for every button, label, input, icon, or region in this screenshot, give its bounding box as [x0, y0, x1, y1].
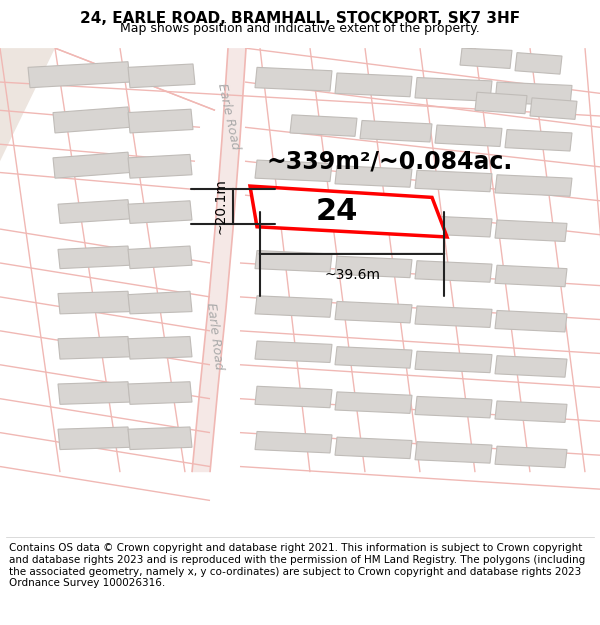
- Polygon shape: [415, 442, 492, 463]
- Polygon shape: [505, 129, 572, 151]
- Polygon shape: [255, 160, 332, 181]
- Polygon shape: [58, 291, 130, 314]
- Polygon shape: [495, 311, 567, 332]
- Polygon shape: [255, 431, 332, 453]
- Polygon shape: [335, 256, 412, 278]
- Polygon shape: [58, 336, 130, 359]
- Polygon shape: [415, 351, 492, 372]
- Polygon shape: [255, 251, 332, 272]
- Polygon shape: [495, 401, 567, 422]
- Polygon shape: [495, 175, 572, 196]
- Polygon shape: [495, 220, 567, 241]
- Polygon shape: [128, 427, 192, 449]
- Polygon shape: [128, 64, 195, 88]
- Text: Earle Road: Earle Road: [205, 302, 226, 371]
- Polygon shape: [53, 152, 130, 178]
- Text: 24, EARLE ROAD, BRAMHALL, STOCKPORT, SK7 3HF: 24, EARLE ROAD, BRAMHALL, STOCKPORT, SK7…: [80, 11, 520, 26]
- Polygon shape: [460, 48, 512, 69]
- Polygon shape: [415, 170, 492, 192]
- Text: Earle Road: Earle Road: [215, 81, 241, 151]
- Polygon shape: [58, 199, 130, 223]
- Text: ~339m²/~0.084ac.: ~339m²/~0.084ac.: [267, 149, 513, 173]
- Polygon shape: [335, 392, 412, 413]
- Polygon shape: [335, 73, 412, 97]
- Polygon shape: [335, 166, 412, 188]
- Polygon shape: [335, 301, 412, 323]
- Text: Contains OS data © Crown copyright and database right 2021. This information is : Contains OS data © Crown copyright and d…: [9, 543, 585, 588]
- Polygon shape: [255, 341, 332, 362]
- Polygon shape: [0, 48, 55, 161]
- Polygon shape: [255, 205, 332, 227]
- Text: Map shows position and indicative extent of the property.: Map shows position and indicative extent…: [120, 22, 480, 34]
- Polygon shape: [255, 386, 332, 408]
- Polygon shape: [53, 107, 130, 133]
- Polygon shape: [415, 261, 492, 282]
- Text: 24: 24: [316, 198, 358, 226]
- Polygon shape: [128, 201, 192, 223]
- Polygon shape: [128, 246, 192, 269]
- Polygon shape: [360, 121, 432, 142]
- Polygon shape: [415, 396, 492, 418]
- Polygon shape: [128, 109, 193, 133]
- Polygon shape: [128, 154, 192, 178]
- Polygon shape: [415, 216, 492, 237]
- Polygon shape: [255, 296, 332, 318]
- Polygon shape: [515, 52, 562, 74]
- Polygon shape: [58, 427, 130, 449]
- Polygon shape: [290, 115, 357, 136]
- Polygon shape: [495, 446, 567, 468]
- Polygon shape: [415, 78, 492, 101]
- Polygon shape: [128, 291, 192, 314]
- Polygon shape: [128, 382, 192, 404]
- Polygon shape: [415, 306, 492, 328]
- Polygon shape: [495, 82, 572, 106]
- Polygon shape: [192, 48, 246, 472]
- Polygon shape: [495, 265, 567, 287]
- Polygon shape: [335, 437, 412, 459]
- Polygon shape: [58, 246, 130, 269]
- Text: ~20.1m: ~20.1m: [214, 179, 228, 234]
- Polygon shape: [128, 336, 192, 359]
- Polygon shape: [475, 92, 527, 114]
- Polygon shape: [435, 125, 502, 146]
- Polygon shape: [335, 211, 412, 232]
- Polygon shape: [250, 186, 447, 237]
- Text: ~39.6m: ~39.6m: [324, 268, 380, 281]
- Polygon shape: [58, 382, 130, 404]
- Polygon shape: [335, 347, 412, 368]
- Polygon shape: [255, 68, 332, 91]
- Polygon shape: [530, 98, 577, 119]
- Polygon shape: [28, 62, 130, 88]
- Polygon shape: [495, 356, 567, 377]
